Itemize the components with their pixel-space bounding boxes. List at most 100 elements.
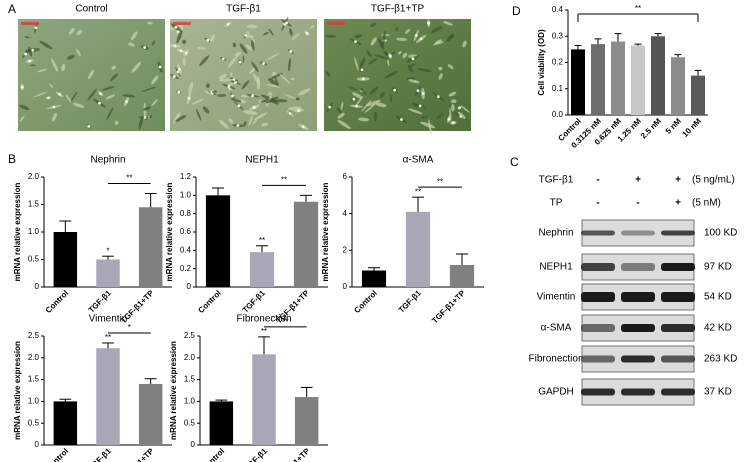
cell	[51, 58, 59, 72]
bar	[293, 201, 319, 287]
cell-body	[178, 67, 181, 71]
cell	[382, 30, 386, 47]
cell	[352, 92, 363, 99]
error-bar	[634, 43, 642, 46]
cell-body	[301, 125, 305, 129]
cell	[366, 50, 372, 58]
cell-body	[226, 22, 230, 26]
cell	[420, 115, 429, 119]
cell	[405, 77, 416, 81]
treatment-sign: -	[596, 175, 599, 186]
error-bar	[144, 193, 157, 208]
band	[621, 355, 655, 363]
protein-label: GAPDH	[538, 387, 574, 398]
cell	[451, 104, 455, 112]
cell	[230, 72, 233, 77]
bar	[252, 354, 276, 445]
cell	[242, 110, 258, 115]
y-tick-label: 0	[191, 440, 196, 449]
protein-size: 42 KD	[704, 323, 732, 334]
cell-body	[451, 121, 455, 125]
cell	[105, 94, 116, 100]
cell	[195, 108, 202, 121]
bar	[631, 45, 645, 115]
treatment-sign: -	[636, 198, 639, 209]
protein-label: NEPH1	[539, 262, 573, 273]
band	[581, 263, 615, 271]
bar	[96, 348, 120, 445]
y-axis-label: mRNA relative expression	[321, 182, 330, 281]
band	[661, 324, 695, 332]
cell	[272, 71, 277, 76]
cell	[212, 90, 217, 94]
cell-body	[388, 54, 392, 58]
error-bar	[574, 44, 582, 50]
protein-size: 97 KD	[704, 262, 732, 273]
significance: **	[281, 175, 287, 184]
cell	[268, 28, 274, 36]
cell-body	[87, 124, 91, 128]
y-tick-label: 1.2	[180, 172, 192, 181]
cell-body	[234, 81, 237, 84]
cell	[289, 28, 293, 36]
bar	[571, 49, 585, 115]
cell	[76, 29, 83, 36]
scale-bar	[173, 22, 191, 25]
cell	[288, 58, 291, 72]
cell-body	[289, 50, 293, 53]
error-bar	[215, 399, 228, 402]
scale-bar	[21, 22, 39, 25]
cell	[368, 58, 378, 65]
y-tick-label: 2.0	[184, 353, 196, 362]
y-axis-label: mRNA relative expression	[13, 341, 22, 440]
cell	[265, 96, 279, 104]
cell	[243, 121, 247, 127]
cell	[202, 106, 210, 114]
cell	[75, 48, 81, 57]
cell	[407, 63, 417, 68]
cell	[219, 78, 233, 82]
cell	[395, 26, 399, 32]
treatment-sign: -	[596, 198, 599, 209]
cell	[337, 112, 345, 119]
cell	[234, 51, 242, 57]
cell	[209, 34, 215, 43]
chart-title: α-SMA	[403, 155, 434, 166]
cell	[404, 29, 411, 34]
band	[621, 263, 655, 271]
cell	[175, 114, 187, 122]
cell	[370, 22, 376, 28]
significance: **	[635, 4, 641, 13]
cell	[242, 55, 245, 64]
cell	[364, 103, 377, 113]
x-tick-label: TGF-β1+TP	[275, 446, 312, 462]
error-bar	[411, 196, 425, 212]
error-bar	[694, 69, 702, 76]
cell-body	[447, 117, 451, 121]
x-tick-label: Control	[200, 447, 226, 462]
cell	[248, 67, 256, 75]
bar	[53, 401, 78, 445]
protein-size: 37 KD	[704, 387, 732, 398]
cell	[252, 119, 258, 125]
cell	[374, 54, 389, 60]
cell	[240, 99, 246, 104]
cell	[19, 104, 30, 111]
y-tick-label: 1.5	[28, 375, 40, 384]
cell	[176, 30, 183, 44]
chart-title: Vimentin	[89, 314, 128, 325]
x-tick-label: TGF-β1	[87, 288, 114, 315]
cell	[431, 26, 443, 33]
protein-size: 263 KD	[704, 354, 737, 365]
error-bar	[674, 54, 682, 58]
y-tick-label: 0	[343, 282, 348, 291]
cell	[250, 40, 255, 52]
y-axis-label: mRNA relative expression	[13, 182, 22, 281]
y-tick-label: 0.1	[552, 84, 564, 93]
significance: **	[259, 236, 265, 245]
cell	[143, 106, 151, 111]
cell	[246, 24, 258, 29]
cell	[39, 40, 53, 50]
cell	[230, 98, 242, 103]
significance: **	[105, 333, 111, 342]
